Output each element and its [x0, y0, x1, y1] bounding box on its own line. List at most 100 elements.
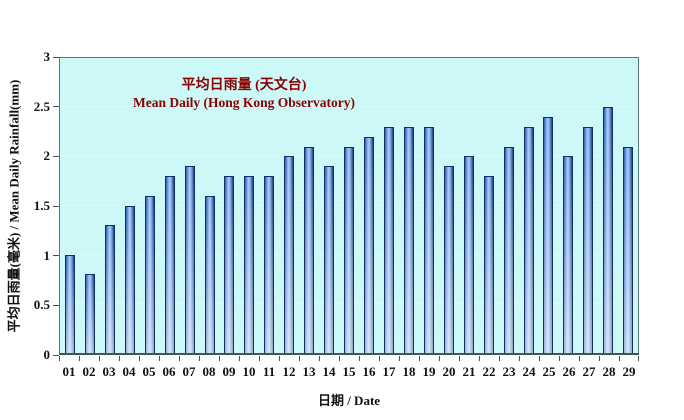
bar-23 [503, 146, 514, 353]
x-tick-labels: 01 02 03 04 05 06 07 08 09 10 11 12 13 14 15 16 17 18 19 20… [59, 364, 639, 380]
bar-24 [523, 126, 534, 353]
bar-10 [244, 176, 255, 353]
bar-slot-07 [180, 58, 200, 353]
x-tick-label-22: 22 [482, 364, 496, 379]
bar-slot-01 [60, 58, 80, 353]
y-tick-label-2: 2 [43, 148, 51, 164]
y-tick-label-2.5: 2.5 [33, 98, 50, 114]
y-tick-label-1.5: 1.5 [33, 198, 50, 213]
y-tick-mark [53, 56, 59, 58]
x-tick-label-11: 11 [262, 364, 276, 379]
x-tick-label-09: 09 [222, 364, 236, 379]
x-tick-mark [539, 356, 540, 361]
y-tick-mark [53, 106, 59, 108]
x-tick-mark [158, 356, 160, 361]
bar-slot-09 [220, 58, 240, 353]
plot-area: 平均日雨量 (天文台) Mean Daily (Hong Kong Observ… [59, 57, 639, 355]
x-tick-label-02: 02 [82, 364, 96, 379]
x-tick-label-14: 14 [322, 364, 336, 379]
x-tick-mark [519, 356, 520, 361]
bar-slot-18 [399, 58, 419, 353]
x-tick-label-13: 13 [302, 364, 316, 379]
bar-slot-13 [299, 58, 319, 353]
x-tick-label-03: 03 [102, 364, 116, 379]
bar-slot-25 [539, 58, 559, 353]
x-tick-label-23: 23 [502, 364, 516, 379]
bar-slot-21 [459, 58, 479, 353]
bar-13 [304, 146, 315, 353]
x-tick-mark [399, 356, 400, 361]
bars-row [60, 58, 638, 353]
bar-14 [324, 166, 335, 353]
bar-26 [563, 156, 574, 353]
x-tick-mark [619, 356, 620, 361]
x-tick-label-21: 21 [462, 364, 476, 379]
bar-04 [124, 205, 135, 353]
bar-28 [603, 107, 614, 353]
bar-18 [403, 126, 414, 353]
x-tick-label-08: 08 [202, 364, 216, 379]
bar-slot-11 [259, 58, 279, 353]
y-tick-marks [53, 56, 59, 356]
bar-12 [284, 156, 295, 353]
x-tick-label-12: 12 [282, 364, 296, 379]
x-tick-label-18: 18 [402, 364, 416, 379]
x-tick-mark [199, 356, 200, 361]
x-tick-mark [479, 356, 480, 361]
bar-slot-26 [558, 58, 578, 353]
bar-slot-04 [120, 58, 140, 353]
x-tick-mark [99, 356, 100, 361]
bar-22 [483, 176, 494, 353]
gridline [60, 106, 638, 108]
x-tick-label-07: 07 [182, 364, 196, 379]
bar-slot-08 [200, 58, 220, 353]
y-tick-labels: 0 0.5 1 1.5 2 2.5 3 [0, 49, 51, 362]
bar-slot-14 [319, 58, 339, 353]
bar-slot-19 [419, 58, 439, 353]
y-tick-label-0.5: 0.5 [33, 297, 50, 313]
x-tick-label-19: 19 [422, 364, 436, 379]
x-axis-title: 日期 / Date [317, 393, 381, 408]
bar-slot-12 [279, 58, 299, 353]
bar-02 [84, 274, 95, 353]
x-tick-label-17: 17 [382, 364, 396, 379]
x-tick-label-25: 25 [542, 364, 556, 379]
y-tick-label-0: 0 [43, 347, 51, 362]
y-tick-label-1: 1 [43, 247, 51, 263]
bar-17 [383, 126, 394, 353]
bar-27 [583, 126, 594, 353]
x-tick-mark [458, 356, 460, 361]
x-tick-label-28: 28 [602, 364, 616, 379]
bar-slot-17 [379, 58, 399, 353]
bar-slot-03 [100, 58, 120, 353]
x-tick-mark [359, 356, 360, 361]
y-tick-mark [53, 205, 59, 207]
bar-slot-29 [618, 58, 638, 353]
bar-slot-15 [339, 58, 359, 353]
bar-15 [344, 146, 355, 353]
x-tick-label-26: 26 [562, 364, 576, 379]
x-tick-mark [638, 356, 639, 361]
x-tick-label-01: 01 [62, 364, 76, 379]
bar-slot-28 [598, 58, 618, 353]
x-tick-label-24: 24 [522, 364, 536, 379]
y-tick-label-3: 3 [43, 49, 51, 64]
x-tick-mark [59, 356, 60, 361]
chart-title-english: Mean Daily (Hong Kong Observatory) [133, 95, 355, 110]
x-tick-label-27: 27 [582, 364, 596, 379]
y-tick-mark [53, 155, 59, 157]
x-tick-label-06: 06 [162, 364, 176, 379]
y-tick-mark [53, 255, 59, 257]
bar-slot-22 [479, 58, 499, 353]
x-tick-marks [59, 356, 639, 361]
bar-07 [184, 166, 195, 353]
bar-21 [463, 156, 474, 353]
bar-09 [224, 176, 235, 353]
bar-slot-24 [519, 58, 539, 353]
bar-slot-06 [160, 58, 180, 353]
x-tick-mark [79, 356, 80, 361]
x-tick-label-15: 15 [342, 364, 356, 379]
x-tick-mark [279, 356, 280, 361]
x-tick-label-20: 20 [442, 364, 456, 379]
